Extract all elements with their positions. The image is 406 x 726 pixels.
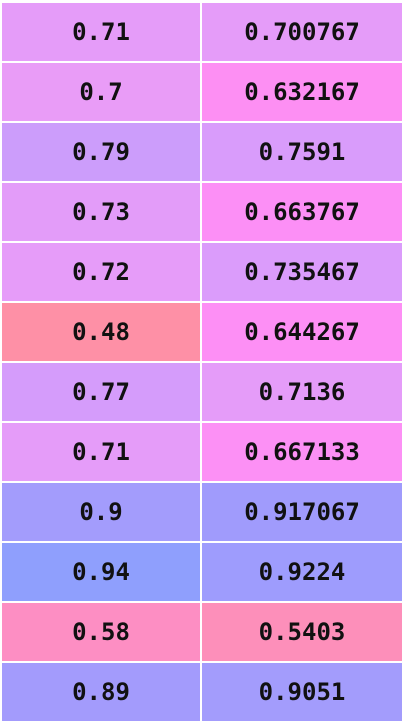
table-cell-col2: 0.7136	[202, 363, 402, 421]
table-cell-col2: 0.667133	[202, 423, 402, 481]
table-cell-col1: 0.79	[2, 123, 200, 181]
table-cell-col2: 0.5403	[202, 603, 402, 661]
table-cell-col1: 0.71	[2, 423, 200, 481]
table-cell-col1: 0.71	[2, 3, 200, 61]
table-cell-col1: 0.58	[2, 603, 200, 661]
data-table: 0.71 0.700767 0.7 0.632167 0.79 0.7591 0.73 0.6…	[2, 3, 402, 721]
table-cell-col2: 0.9051	[202, 663, 402, 721]
table-cell-col1: 0.7	[2, 63, 200, 121]
table-cell-col1: 0.48	[2, 303, 200, 361]
table-cell-col2: 0.632167	[202, 63, 402, 121]
table-cell-col2: 0.644267	[202, 303, 402, 361]
table-cell-col1: 0.9	[2, 483, 200, 541]
table-cell-col2: 0.663767	[202, 183, 402, 241]
table-cell-col2: 0.7591	[202, 123, 402, 181]
table-cell-col1: 0.72	[2, 243, 200, 301]
table-cell-col1: 0.73	[2, 183, 200, 241]
table-cell-col2: 0.917067	[202, 483, 402, 541]
table-cell-col2: 0.9224	[202, 543, 402, 601]
table-cell-col2: 0.700767	[202, 3, 402, 61]
table-cell-col1: 0.77	[2, 363, 200, 421]
table-cell-col1: 0.89	[2, 663, 200, 721]
table-cell-col2: 0.735467	[202, 243, 402, 301]
table-cell-col1: 0.94	[2, 543, 200, 601]
